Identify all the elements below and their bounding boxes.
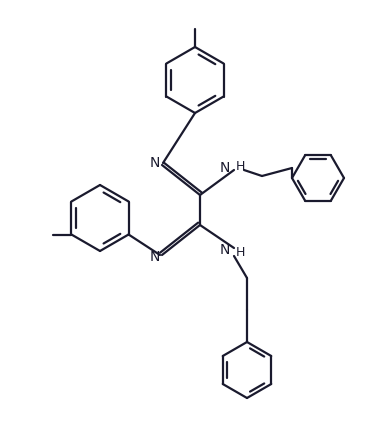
Text: N: N: [220, 243, 230, 257]
Text: H: H: [236, 159, 245, 173]
Text: N: N: [150, 156, 160, 170]
Text: N: N: [150, 250, 160, 264]
Text: H: H: [236, 246, 245, 258]
Text: N: N: [220, 161, 230, 175]
